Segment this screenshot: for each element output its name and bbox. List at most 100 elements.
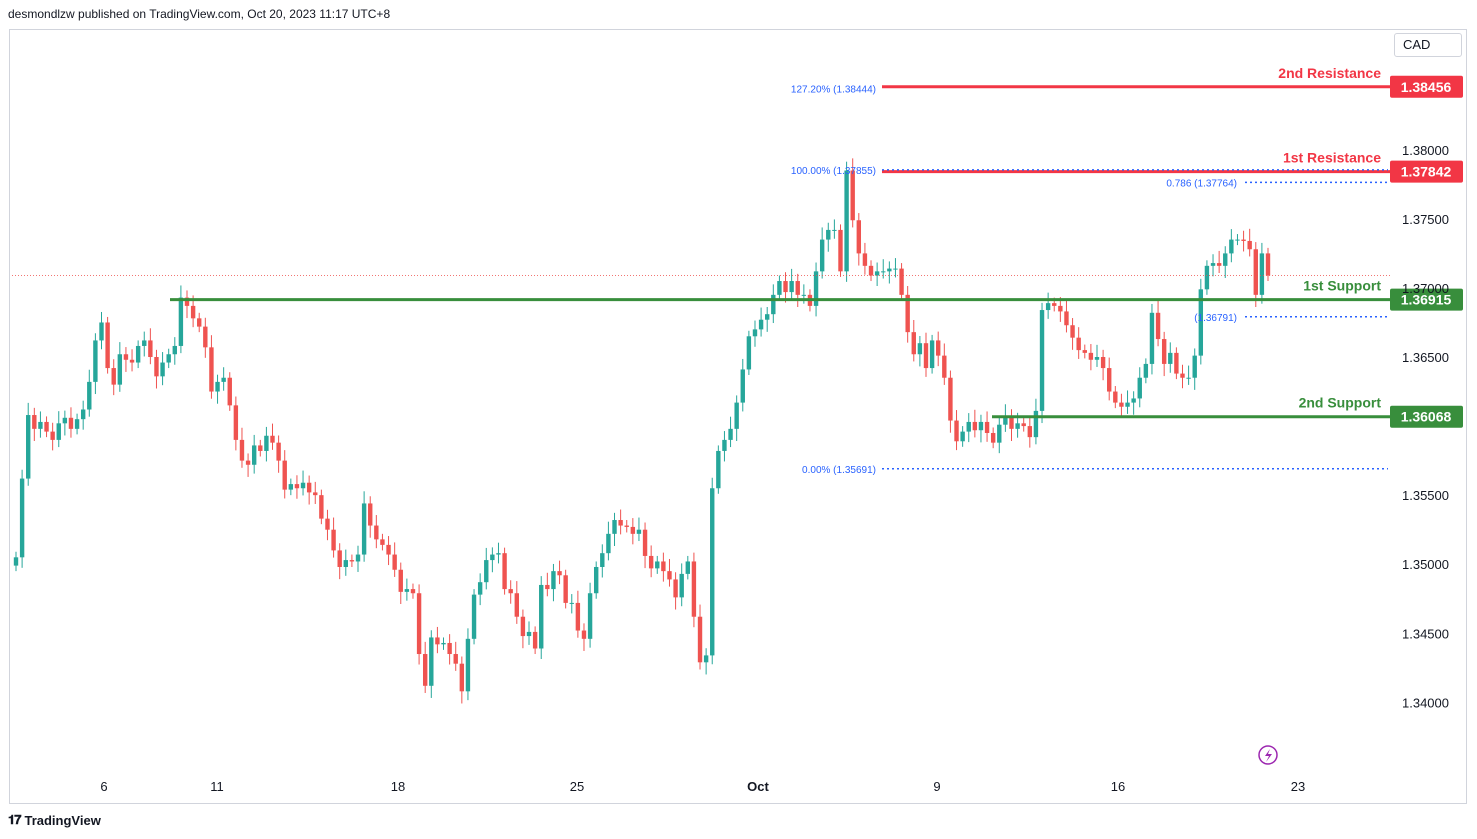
fib-level-label: (1.36791) [1194,313,1237,324]
y-tick-label: 1.35000 [1402,557,1449,572]
candle-body [648,555,654,569]
candle-body [294,484,300,489]
candle-body [429,637,434,686]
candle-body [50,431,55,440]
candle-body [942,355,947,378]
candle-body [1192,355,1197,378]
x-tick-label: 18 [391,779,405,794]
candle-body [1015,423,1020,429]
candle-body [215,381,220,392]
candle-body [630,526,636,534]
candle-body [264,435,269,451]
candle-body [923,343,929,369]
lightning-icon-bolt [1265,749,1272,762]
candle-body [984,421,990,433]
candle-body [178,297,184,346]
x-tick-label: 23 [1291,779,1305,794]
x-tick-label: 25 [570,779,584,794]
candle-body [826,229,831,240]
candle-body [716,450,721,489]
candle-body [233,405,239,440]
candle-body [569,602,574,604]
candle-body [209,347,214,392]
candle-body [172,345,177,355]
candle-body [313,492,318,496]
candle-body [435,637,440,645]
level-name-2nd-support: 2nd Support [1299,395,1382,411]
candle-body [227,377,232,406]
candle-body [1137,377,1142,399]
candle-body [575,602,581,631]
candle-body [667,571,672,580]
candle-body [453,654,458,664]
candle-body [1131,398,1136,403]
axes-layer: 1.38456 1.37842 1.36915 1.36068 1.34000 1.345… [100,75,1463,794]
level-price-tag [1390,405,1463,428]
candle-body [990,432,996,443]
candle-body [1149,312,1155,364]
candle-body [251,445,257,465]
footer-brand[interactable]: 𝟏𝟕 TradingView [8,812,101,828]
candle-body [1082,350,1087,353]
candle-body [936,340,941,356]
candle-body [1033,410,1039,438]
candle-body [349,560,355,562]
candle-body [490,554,495,561]
candle-body [404,589,410,592]
candle-body [893,268,898,270]
x-tick-label: Oct [747,779,769,794]
candle-body [422,654,428,686]
candle-body [148,340,153,358]
candle-body [26,415,31,479]
candle-body [80,409,86,420]
y-tick-label: 1.34000 [1402,695,1449,710]
candle-body [325,518,330,530]
candle-body [1204,265,1210,290]
candle-body [539,584,544,649]
candle-body [593,566,599,594]
candle-body [355,554,361,562]
lightning-icon [1258,745,1278,765]
candle-body [282,460,287,490]
candle-body [392,554,397,570]
y-tick-label: 1.37500 [1402,212,1449,227]
currency-selector[interactable]: CAD [1394,33,1462,57]
candle-body [905,294,910,333]
candle-body [655,561,660,569]
candle-body [343,560,348,567]
candle-body [1125,402,1130,407]
candle-body [276,442,281,461]
candle-body [1070,325,1075,338]
fib-level-label: 0.786 (1.37764) [1166,178,1237,189]
candle-body [1039,310,1045,411]
candle-body [612,520,617,534]
candle-body [850,170,855,221]
candle-body [1045,303,1051,311]
candle-body [752,329,758,337]
candle-body [288,484,294,490]
y-tick-label: 1.34500 [1402,626,1449,641]
candle-body [972,421,978,431]
candle-body [99,322,104,341]
x-tick-label: 6 [100,779,107,794]
candle-body [398,569,403,592]
candle-body [832,229,837,231]
candle-body [758,319,764,330]
level-price-tag [1390,288,1463,311]
candle-body [1064,311,1069,326]
candle-body [319,495,324,519]
candle-body [1259,253,1265,295]
candle-body [166,354,171,363]
candle-body [386,544,391,555]
candle-body [1161,339,1167,364]
candle-body [1241,239,1246,241]
candle-body [337,550,342,567]
level-price-label: 1.36915 [1401,292,1452,308]
candle-body [966,421,971,432]
fib-level-label: 127.20% (1.38444) [791,84,876,95]
candle-body [600,553,605,567]
candle-body [105,322,110,369]
x-tick-label: 9 [933,779,940,794]
candle-body [563,575,568,603]
